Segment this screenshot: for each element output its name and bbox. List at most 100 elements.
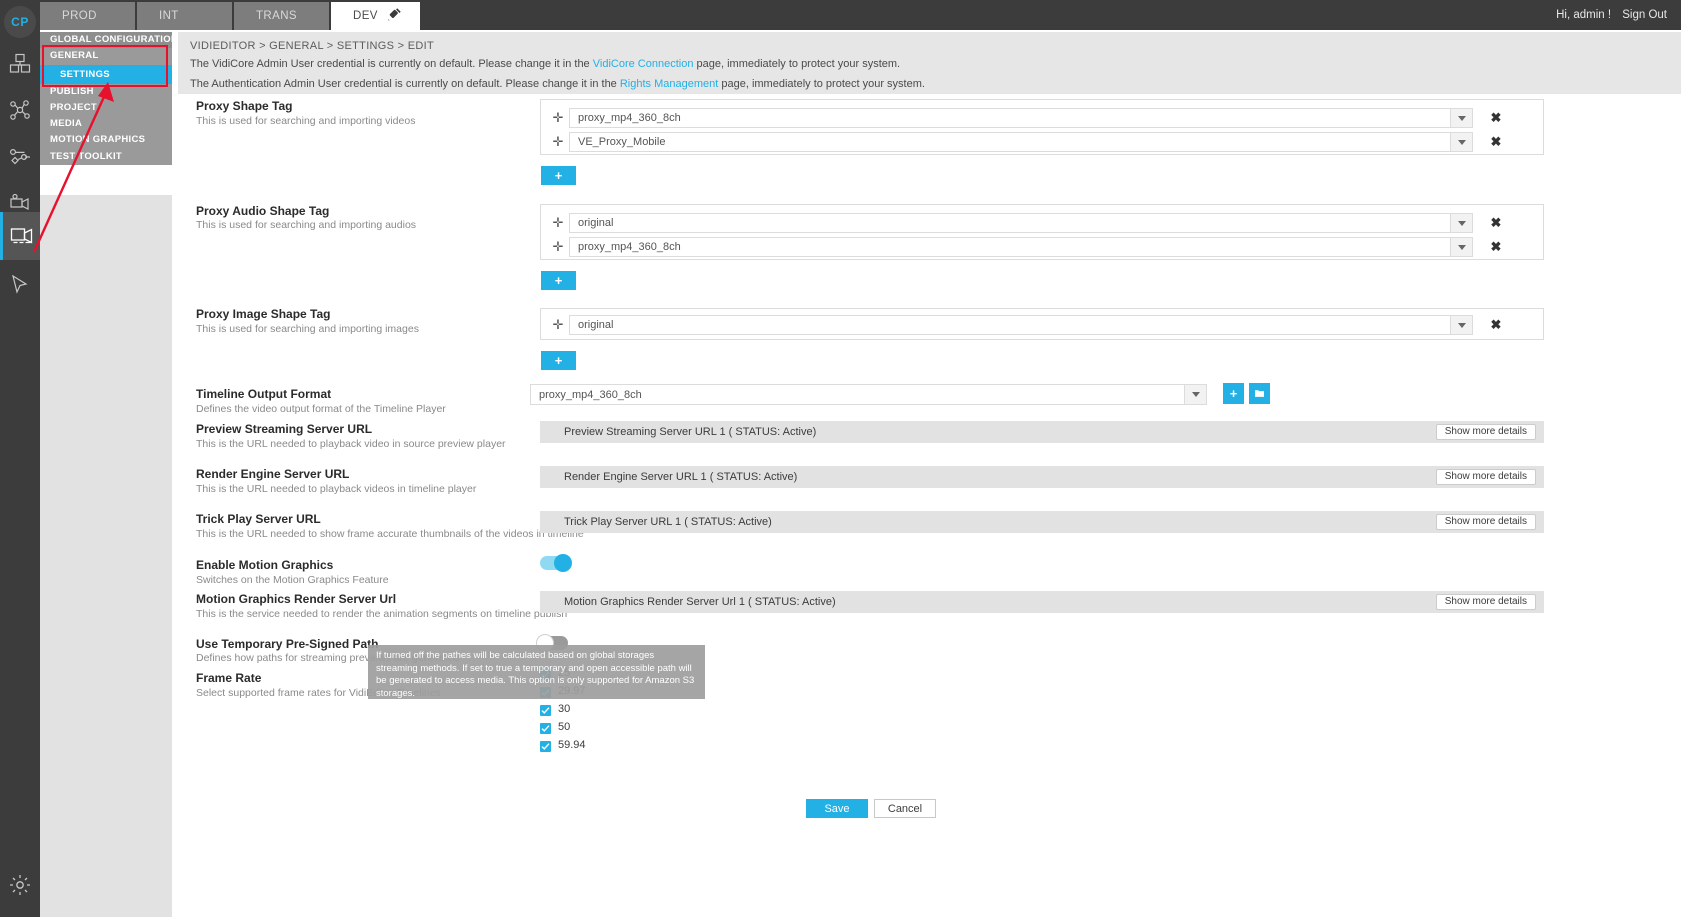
- rights-management-link[interactable]: Rights Management: [619, 78, 719, 90]
- drag-handle-icon[interactable]: ✛: [552, 134, 564, 149]
- nav-item-motion-graphics[interactable]: MOTION GRAPHICS: [40, 132, 172, 149]
- sign-out-link[interactable]: Sign Out: [1622, 9, 1667, 21]
- icon-rail: CP: [0, 0, 40, 917]
- enable-motion-graphics-desc: Switches on the Motion Graphics Feature: [196, 574, 389, 586]
- warning-vidicore-before: The VidiCore Admin User credential is cu…: [190, 58, 593, 70]
- proxy-image-shape-tag-desc: This is used for searching and importing…: [196, 323, 419, 335]
- proxy-audio-shape-tag-desc: This is used for searching and importing…: [196, 219, 417, 231]
- cancel-button[interactable]: Cancel: [874, 799, 936, 818]
- chevron-down-icon[interactable]: [1450, 238, 1472, 256]
- vidieditor-icon[interactable]: [0, 212, 40, 260]
- save-button[interactable]: Save: [806, 799, 868, 818]
- motion-graphics-show-more-details-button[interactable]: Show more details: [1435, 594, 1536, 610]
- main-content: VIDIEDITOR > GENERAL > SETTINGS > EDIT T…: [172, 30, 1681, 917]
- remove-proxy-image-shape-tag-1[interactable]: ✖: [1490, 317, 1502, 332]
- chevron-down-icon[interactable]: [1450, 133, 1472, 151]
- nav-item-settings[interactable]: SETTINGS: [40, 64, 172, 84]
- nav-panel-filler: [40, 195, 172, 917]
- enable-motion-graphics-toggle[interactable]: [540, 554, 572, 572]
- remove-proxy-shape-tag-2[interactable]: ✖: [1490, 134, 1502, 149]
- nav-list: GLOBAL CONFIGURATION GENERAL SETTINGS PU…: [40, 32, 172, 166]
- warning-vidicore: The VidiCore Admin User credential is cu…: [190, 58, 900, 70]
- cp-logo-badge[interactable]: CP: [4, 6, 36, 38]
- trick-play-server-url-title: Trick Play Server URL: [196, 512, 321, 526]
- proxy-audio-shape-tag-select-1[interactable]: original: [569, 213, 1473, 233]
- trick-play-server-url-desc: This is the URL needed to show frame acc…: [196, 528, 584, 540]
- proxy-shape-tag-desc: This is used for searching and importing…: [196, 115, 416, 127]
- enable-motion-graphics-title: Enable Motion Graphics: [196, 558, 334, 572]
- env-tab-trans[interactable]: TRANS: [234, 2, 330, 30]
- gear-icon[interactable]: [0, 863, 40, 907]
- render-engine-status-text: Render Engine Server URL 1 ( STATUS: Act…: [564, 471, 798, 483]
- add-proxy-audio-shape-tag-button[interactable]: +: [541, 271, 576, 290]
- nav-item-test-toolkit[interactable]: TEST TOOLKIT: [40, 148, 172, 166]
- nav-item-media[interactable]: MEDIA: [40, 116, 172, 133]
- drag-handle-icon[interactable]: ✛: [552, 215, 564, 230]
- proxy-shape-tag-title: Proxy Shape Tag: [196, 99, 293, 113]
- remove-proxy-audio-shape-tag-1[interactable]: ✖: [1490, 215, 1502, 230]
- nav-item-publish[interactable]: PUBLISH: [40, 83, 172, 100]
- camera-icon[interactable]: [0, 180, 40, 224]
- proxy-image-shape-tag-select-1[interactable]: original: [569, 315, 1473, 335]
- motion-graphics-render-server-url-desc: This is the service needed to render the…: [196, 608, 568, 620]
- drag-handle-icon[interactable]: ✛: [552, 110, 564, 125]
- proxy-audio-shape-tag-select-2[interactable]: proxy_mp4_360_8ch: [569, 237, 1473, 257]
- proxy-audio-shape-tag-value-1: original: [578, 217, 614, 229]
- user-info: Hi, admin ! Sign Out: [1556, 0, 1667, 30]
- proxy-audio-shape-tag-value-2: proxy_mp4_360_8ch: [578, 241, 681, 253]
- remove-proxy-audio-shape-tag-2[interactable]: ✖: [1490, 239, 1502, 254]
- warning-auth-before: The Authentication Admin User credential…: [190, 78, 620, 90]
- folder-icon[interactable]: [1249, 383, 1270, 404]
- render-engine-show-more-details-button[interactable]: Show more details: [1435, 469, 1536, 485]
- proxy-shape-tag-select-2[interactable]: VE_Proxy_Mobile: [569, 132, 1473, 152]
- checkbox-checked-icon[interactable]: [540, 723, 551, 734]
- preview-streaming-status-text: Preview Streaming Server URL 1 ( STATUS:…: [564, 426, 817, 438]
- cubes-icon[interactable]: [0, 42, 40, 86]
- chevron-down-icon[interactable]: [1450, 214, 1472, 232]
- workflow-icon[interactable]: [0, 88, 40, 132]
- chevron-down-icon[interactable]: [1450, 109, 1472, 127]
- preview-streaming-show-more-details-button[interactable]: Show more details: [1435, 424, 1536, 440]
- breadcrumb: VIDIEDITOR > GENERAL > SETTINGS > EDIT: [190, 40, 434, 52]
- nav-item-general[interactable]: GENERAL: [40, 48, 172, 65]
- proxy-shape-tag-box: ✛ proxy_mp4_360_8ch ✖ ✛ VE_Proxy_Mobile …: [540, 99, 1544, 155]
- warning-vidicore-after: page, immediately to protect your system…: [693, 58, 901, 70]
- remove-proxy-shape-tag-1[interactable]: ✖: [1490, 110, 1502, 125]
- checkbox-checked-icon[interactable]: [540, 705, 551, 716]
- nav-panel: GLOBAL CONFIGURATION GENERAL SETTINGS PU…: [40, 30, 172, 917]
- env-tab-prod[interactable]: PROD: [40, 2, 136, 30]
- checkbox-checked-icon[interactable]: [540, 741, 551, 752]
- add-timeline-output-format-button[interactable]: +: [1223, 383, 1244, 404]
- env-tab-int[interactable]: INT: [137, 2, 233, 30]
- warning-auth-after: page, immediately to protect your system…: [718, 78, 925, 90]
- add-proxy-shape-tag-button[interactable]: +: [541, 166, 576, 185]
- proxy-audio-shape-tag-title: Proxy Audio Shape Tag: [196, 204, 330, 218]
- proxy-image-shape-tag-box: ✛ original ✖: [540, 308, 1544, 340]
- plug-icon[interactable]: [385, 6, 403, 27]
- proxy-shape-tag-select-1[interactable]: proxy_mp4_360_8ch: [569, 108, 1473, 128]
- env-tab-dev[interactable]: DEV: [331, 2, 421, 30]
- frame-rate-label-50: 50: [558, 721, 571, 733]
- environment-tab-bar: PROD INT TRANS DEV Hi, admin ! Sign Out: [40, 0, 1681, 30]
- notification-banner: VIDIEDITOR > GENERAL > SETTINGS > EDIT T…: [178, 32, 1681, 94]
- vidicore-connection-link[interactable]: VidiCore Connection: [592, 58, 694, 70]
- drag-handle-icon[interactable]: ✛: [552, 239, 564, 254]
- nav-item-global-configuration[interactable]: GLOBAL CONFIGURATION: [40, 32, 172, 49]
- trick-play-status-text: Trick Play Server URL 1 ( STATUS: Active…: [564, 516, 772, 528]
- motion-graphics-render-server-url-title: Motion Graphics Render Server Url: [196, 592, 397, 606]
- drag-handle-icon[interactable]: ✛: [552, 317, 564, 332]
- cursor-icon[interactable]: [0, 262, 40, 306]
- motion-graphics-status-bar: Motion Graphics Render Server Url 1 ( ST…: [540, 591, 1544, 613]
- proxy-image-shape-tag-title: Proxy Image Shape Tag: [196, 307, 331, 321]
- timeline-output-format-select[interactable]: proxy_mp4_360_8ch: [530, 384, 1207, 405]
- chevron-down-icon[interactable]: [1184, 385, 1206, 404]
- nav-item-project[interactable]: PROJECT: [40, 99, 172, 117]
- chevron-down-icon[interactable]: [1450, 316, 1472, 334]
- preview-streaming-status-bar: Preview Streaming Server URL 1 ( STATUS:…: [540, 421, 1544, 443]
- toggle-knob: [554, 554, 572, 572]
- nodes-icon[interactable]: [0, 134, 40, 178]
- proxy-image-shape-tag-value-1: original: [578, 319, 614, 331]
- trick-play-show-more-details-button[interactable]: Show more details: [1435, 514, 1536, 530]
- add-proxy-image-shape-tag-button[interactable]: +: [541, 351, 576, 370]
- proxy-audio-shape-tag-row-1: ✛ original ✖: [551, 213, 1501, 233]
